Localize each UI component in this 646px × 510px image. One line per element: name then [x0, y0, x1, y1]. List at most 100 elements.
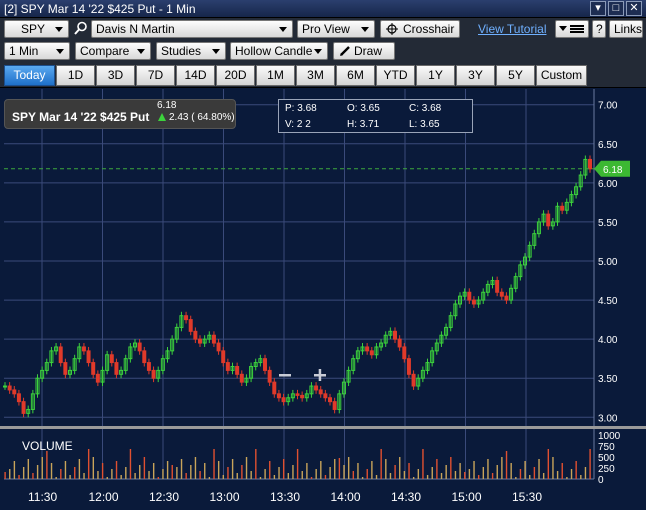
compare-select[interactable]: Compare: [75, 42, 151, 60]
volume-bar: [566, 477, 568, 479]
candle-body: [211, 334, 216, 344]
volume-bar: [273, 475, 276, 479]
range-5y[interactable]: 5Y: [496, 65, 535, 86]
candle-body: [458, 295, 462, 305]
y-tick-label: 5.00: [598, 257, 618, 268]
volume-bar: [556, 471, 559, 479]
range-1d[interactable]: 1D: [56, 65, 95, 86]
interval-select[interactable]: 1 Min: [4, 42, 70, 60]
volume-bar: [255, 449, 257, 479]
range-20d[interactable]: 20D: [216, 65, 255, 86]
candle-body: [286, 397, 291, 403]
range-custom[interactable]: Custom: [536, 65, 587, 86]
draw-label: Draw: [354, 44, 383, 58]
candle-body: [44, 362, 49, 371]
range-14d[interactable]: 14D: [176, 65, 215, 86]
menu-lines-icon: [570, 25, 584, 33]
candle-body: [30, 393, 35, 410]
volume-bar: [473, 461, 475, 479]
view-tutorial-link[interactable]: View Tutorial: [478, 22, 547, 36]
help-button[interactable]: ?: [592, 20, 606, 38]
candle-body: [188, 319, 193, 332]
volume-bar: [426, 475, 429, 479]
volume-bar: [4, 472, 6, 479]
volume-bar: [194, 457, 197, 479]
candle-body: [490, 280, 495, 285]
symbol-select[interactable]: SPY: [4, 20, 69, 38]
volume-bar: [106, 477, 108, 479]
range-ytd[interactable]: YTD: [376, 65, 415, 86]
y-tick-label: 3.00: [598, 413, 618, 424]
crosshair-label: Crosshair: [403, 22, 455, 36]
volume-bar: [315, 469, 317, 479]
chart-menu-button[interactable]: [555, 20, 589, 38]
candle-body: [91, 362, 96, 375]
candle-body: [77, 346, 82, 360]
range-1m[interactable]: 1M: [256, 65, 295, 86]
volume-bar: [222, 475, 225, 479]
range-6m[interactable]: 6M: [336, 65, 375, 86]
y-tick-label: 4.00: [598, 335, 618, 346]
volume-bar: [152, 463, 155, 479]
candle-body: [7, 385, 12, 391]
candle-body: [258, 358, 263, 364]
volume-bar: [78, 459, 81, 479]
price-chart[interactable]: 7.00 6.50 6.00 5.50 5.00 4.50 4.00 3.50 3.00 11:3…: [0, 89, 646, 510]
candle-body: [49, 350, 54, 364]
studies-select[interactable]: Studies: [156, 42, 226, 60]
candle-body: [300, 394, 305, 399]
links-button[interactable]: Links: [609, 20, 643, 38]
x-tick-label: 15:30: [512, 490, 542, 504]
volume-bar: [41, 457, 43, 479]
volume-bar: [459, 463, 461, 479]
x-tick-label: 14:00: [331, 490, 361, 504]
volume-bar: [501, 457, 503, 479]
volume-bar: [380, 449, 382, 479]
candle-body: [341, 381, 346, 395]
volume-bar: [64, 461, 67, 479]
volume-bar: [482, 467, 485, 479]
candle-style-select[interactable]: Hollow Candle: [230, 42, 328, 60]
range-today[interactable]: Today: [4, 65, 55, 86]
volume-bar: [13, 461, 16, 479]
last-price-tag: [594, 160, 630, 177]
range-7d[interactable]: 7D: [136, 65, 175, 86]
maximize-button[interactable]: □: [608, 1, 624, 16]
candle-body: [137, 342, 142, 352]
candle-body: [481, 291, 486, 301]
range-3y[interactable]: 3Y: [456, 65, 495, 86]
quote-change: 2.43 ( 64.80%): [169, 112, 235, 123]
candle-body: [179, 315, 184, 328]
ohlc-l: L: 3.65: [409, 119, 440, 130]
up-arrow-icon: [158, 113, 166, 121]
candle-body: [355, 350, 360, 360]
candle-body: [504, 295, 509, 301]
search-icon[interactable]: [74, 21, 88, 35]
view-select[interactable]: Pro View: [297, 20, 375, 38]
volume-bar: [505, 451, 508, 479]
volume-bar: [524, 461, 526, 479]
volume-bar: [589, 449, 591, 479]
volume-bar: [417, 469, 420, 479]
volume-bar: [301, 471, 303, 479]
candle-body: [235, 365, 240, 375]
volume-bar: [83, 473, 85, 479]
candle-body: [225, 362, 230, 371]
range-3d[interactable]: 3D: [96, 65, 135, 86]
account-select[interactable]: Davis N Martin: [91, 20, 293, 38]
ohlc-h: H: 3.71: [347, 119, 380, 130]
candle-body: [230, 365, 235, 371]
range-3m[interactable]: 3M: [296, 65, 335, 86]
crosshair-button[interactable]: Crosshair: [380, 20, 460, 38]
draw-button[interactable]: Draw: [333, 42, 395, 60]
candle-body: [68, 369, 72, 375]
candle-body: [393, 330, 397, 340]
volume-bar: [171, 465, 173, 479]
volume-bar: [357, 463, 359, 479]
close-button[interactable]: ✕: [626, 1, 642, 16]
ohlc-tooltip: P: 3.68 O: 3.65 C: 3.68 V: 2 2 H: 3.71 L…: [278, 99, 473, 133]
range-1y[interactable]: 1Y: [416, 65, 455, 86]
candle-body: [100, 369, 105, 383]
minimize-button[interactable]: ▾: [590, 1, 606, 16]
